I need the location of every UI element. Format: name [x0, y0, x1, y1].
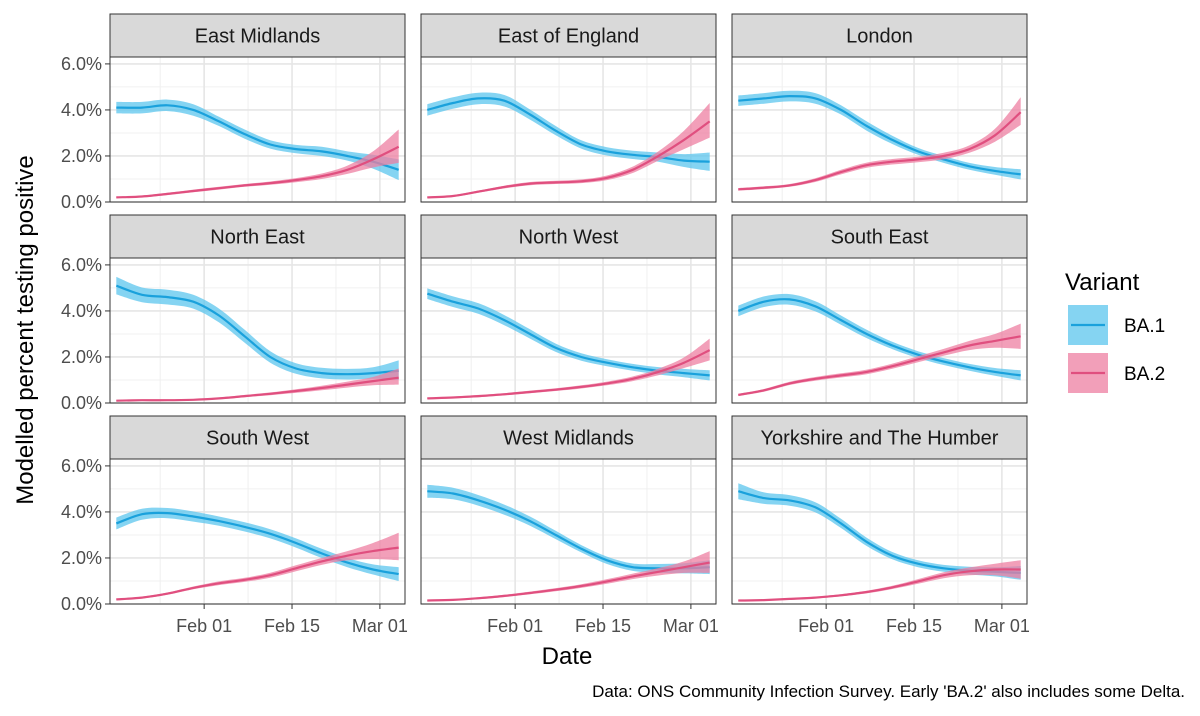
panel-north-east: North East 0.0% 2.0% 4.0% 6.0% [61, 214, 406, 413]
panel-strip [109, 415, 406, 460]
panel-title: East Midlands [195, 26, 321, 48]
panel-title: South West [206, 428, 309, 450]
panels-group: East Midlands 0.0% 2.0% 4.0% 6.0% East of Eng… [61, 13, 1030, 636]
panel-border [420, 257, 717, 404]
y-tick-label: 6.0% [61, 255, 102, 275]
x-tick-label: Mar 01 [663, 616, 719, 636]
caption: Data: ONS Community Infection Survey. Ea… [592, 682, 1185, 701]
panel-west-midlands: West Midlands Feb 01 Feb 15 Mar 01 [420, 415, 719, 636]
x-tick-label: Feb 15 [886, 616, 942, 636]
x-axis-title: Date [542, 643, 593, 670]
ba2-ribbon [427, 338, 710, 400]
legend-title: Variant [1065, 269, 1140, 296]
x-tick-label: Feb 15 [575, 616, 631, 636]
panel-border [109, 257, 406, 404]
x-tick-label: Feb 01 [176, 616, 232, 636]
x-tick-label: Feb 01 [798, 616, 854, 636]
y-tick-label: 0.0% [61, 393, 102, 413]
panel-south-east: South East [731, 214, 1028, 404]
panel-strip [420, 13, 717, 58]
panel-strip [731, 214, 1028, 259]
panel-title: North East [210, 227, 305, 249]
ba1-ribbon [427, 288, 710, 381]
ba1-line [738, 94, 1021, 176]
ba1-ribbon [738, 483, 1021, 580]
panel-title: London [846, 26, 913, 48]
ba1-line [115, 511, 399, 576]
y-tick-label: 6.0% [61, 456, 102, 476]
ba2-line [738, 111, 1022, 191]
y-tick-label: 0.0% [61, 192, 102, 212]
legend-label: BA.2 [1124, 364, 1165, 385]
ba2-line [738, 335, 1021, 396]
legend: Variant BA.1 BA.2 [1065, 269, 1165, 393]
panel-border [109, 458, 406, 605]
y-tick-label: 4.0% [61, 100, 102, 120]
x-tick-label: Feb 15 [264, 616, 320, 636]
panel-border [420, 56, 717, 203]
panel-strip [420, 415, 717, 460]
panel-london: London [731, 13, 1028, 203]
ba2-ribbon [738, 560, 1021, 602]
panel-border [731, 257, 1028, 404]
panel-title: North West [519, 227, 619, 249]
panel-south-west: South West 0.0% 2.0% 4.0% 6.0% Feb 01 Feb 15 Ma… [61, 415, 408, 636]
y-tick-label: 2.0% [61, 548, 102, 568]
panel-border [420, 458, 717, 605]
ba1-ribbon [427, 92, 710, 171]
y-axis-title: Modelled percent testing positive [12, 155, 39, 505]
ba2-line [116, 145, 400, 199]
ba2-line [116, 376, 399, 402]
ba2-line [427, 349, 711, 400]
ba1-ribbon [116, 507, 399, 581]
y-tick-label: 6.0% [61, 54, 102, 74]
ba1-line [116, 104, 400, 171]
panel-yorkshire-and-the-humber: Yorkshire and The Humber Feb 01 Feb 15 Mar … [731, 415, 1030, 636]
y-tick-label: 4.0% [61, 502, 102, 522]
y-tick-label: 0.0% [61, 594, 102, 614]
panel-border [109, 56, 406, 203]
x-tick-label: Mar 01 [974, 616, 1030, 636]
panel-east-midlands: East Midlands 0.0% 2.0% 4.0% 6.0% [61, 13, 406, 212]
panel-title: South East [831, 227, 929, 249]
y-tick-label: 2.0% [61, 146, 102, 166]
ba2-line [427, 561, 710, 602]
panel-border [731, 458, 1028, 605]
x-tick-label: Feb 01 [487, 616, 543, 636]
ba1-line [426, 292, 710, 377]
panel-strip [731, 415, 1028, 460]
ba1-ribbon [738, 90, 1021, 180]
panel-strip [420, 214, 717, 259]
y-tick-label: 2.0% [61, 347, 102, 367]
legend-label: BA.1 [1124, 316, 1165, 337]
panel-title: Yorkshire and The Humber [761, 428, 999, 450]
ba2-line [116, 546, 399, 601]
panel-border [731, 56, 1028, 203]
panel-strip [109, 13, 406, 58]
panel-title: East of England [498, 26, 639, 48]
panel-east-of-england: East of England [420, 13, 717, 203]
panel-north-west: North West [420, 214, 717, 404]
ba1-line [115, 284, 399, 376]
ba2-line [427, 120, 711, 199]
panel-strip [731, 13, 1028, 58]
ba1-ribbon [738, 293, 1021, 381]
ba1-line [737, 298, 1021, 377]
panel-title: West Midlands [503, 428, 634, 450]
panel-strip [109, 214, 406, 259]
ba1-ribbon [116, 276, 399, 380]
ba2-line [738, 568, 1021, 602]
y-tick-label: 4.0% [61, 301, 102, 321]
x-tick-label: Mar 01 [352, 616, 408, 636]
